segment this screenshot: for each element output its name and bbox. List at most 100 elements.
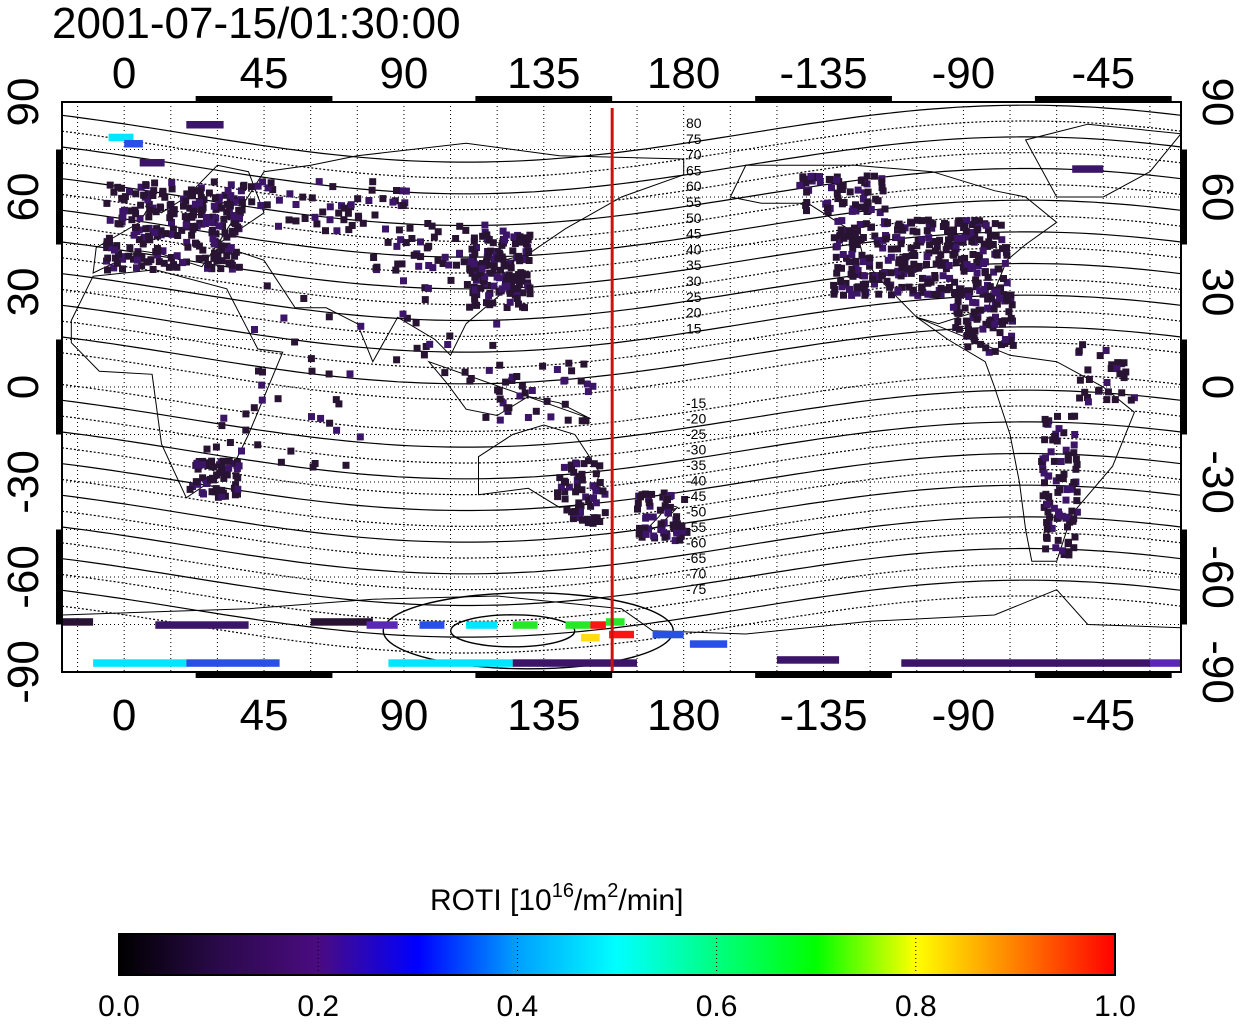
roti-cell [308,413,315,421]
roti-cell [664,508,672,516]
roti-band [1072,165,1104,173]
roti-cell [342,461,350,469]
roti-cell [583,515,591,523]
roti-cell [565,359,573,367]
roti-cell [205,189,213,197]
roti-cell [599,487,607,495]
roti-cell [255,367,262,375]
roti-cell [642,530,650,538]
roti-cell [1057,458,1065,465]
roti-cell [802,179,810,187]
roti-cell [502,231,510,239]
roti-cell [478,265,486,273]
roti-cell [650,532,658,540]
roti-cell [592,487,600,495]
roti-cell [453,261,460,269]
roti-cell [217,242,225,250]
mag-lat-contour [62,421,1181,480]
roti-cell [212,214,220,222]
contour-label: 40 [686,241,702,257]
roti-cell [979,290,987,298]
roti-cell [188,231,196,239]
roti-cell [1084,366,1092,374]
roti-band [652,630,684,639]
roti-cell [399,187,406,195]
roti-cell [914,237,922,245]
frame-bar-left [56,149,62,245]
roti-cell [986,283,994,291]
contour-label: -65 [686,550,706,566]
roti-cell [845,227,853,235]
roti-cell [1043,525,1051,533]
roti-cell [864,199,872,207]
roti-cell [937,284,945,292]
mag-lat-contour [62,104,1181,163]
roti-cell [966,265,974,272]
roti-cell [924,290,932,298]
roti-cell [584,457,592,465]
roti-cell [635,530,643,538]
roti-cell [235,462,243,470]
roti-cell [977,306,985,314]
roti-cell [964,321,972,329]
roti-cell [441,369,449,377]
roti-cell [799,173,807,181]
roti-cell [959,238,967,246]
roti-cell [989,241,997,248]
roti-cell [856,221,864,228]
roti-cell [473,291,481,299]
roti-cell [510,273,517,281]
roti-cell [1073,461,1081,468]
roti-cell [519,270,527,278]
roti-cell [195,199,203,207]
roti-cell [168,230,176,238]
roti-cell [661,533,669,541]
roti-cell [510,233,518,241]
roti-cell [515,252,523,260]
roti-cell [140,234,148,241]
roti-cell [864,188,872,196]
roti-cell [944,227,951,235]
roti-cell [964,343,972,351]
roti-cell [441,253,449,261]
roti-cell [661,502,669,510]
roti-cell [897,240,905,248]
roti-cell [389,198,397,206]
roti-cell [828,184,835,192]
coastline [1024,123,1181,198]
roti-cell [152,208,160,216]
roti-band [139,159,165,167]
roti-cell [839,251,847,258]
roti-cell [1001,340,1009,347]
right-lat-tick-label: -30 [1193,450,1240,514]
roti-cell [878,178,886,186]
roti-cell [851,234,859,242]
roti-cell [914,291,922,299]
roti-cell [157,231,165,239]
roti-cell [188,213,196,221]
roti-cell [1084,394,1091,401]
roti-cell [232,481,240,489]
roti-cell [213,471,221,479]
top-lon-tick-label: 135 [507,49,580,98]
roti-cell [218,204,226,212]
roti-cell [242,410,250,418]
colorbar-tick-label: 0.4 [497,990,539,1023]
roti-cell [370,254,378,261]
roti-cell [857,236,865,243]
contour-label: 65 [686,162,702,178]
roti-cell [941,219,948,227]
contour-label: 80 [686,115,702,131]
roti-cell [500,261,508,269]
roti-cell [183,190,191,198]
bottom-lon-tick-label: 180 [647,691,720,740]
roti-cell [1118,389,1126,397]
roti-cell [854,283,862,291]
roti-cell [226,439,234,446]
roti-cell [833,242,841,250]
roti-cell [830,281,838,289]
roti-cell [1070,441,1078,449]
roti-cell [968,237,976,245]
roti-cell [235,263,243,271]
roti-cell [584,388,592,396]
